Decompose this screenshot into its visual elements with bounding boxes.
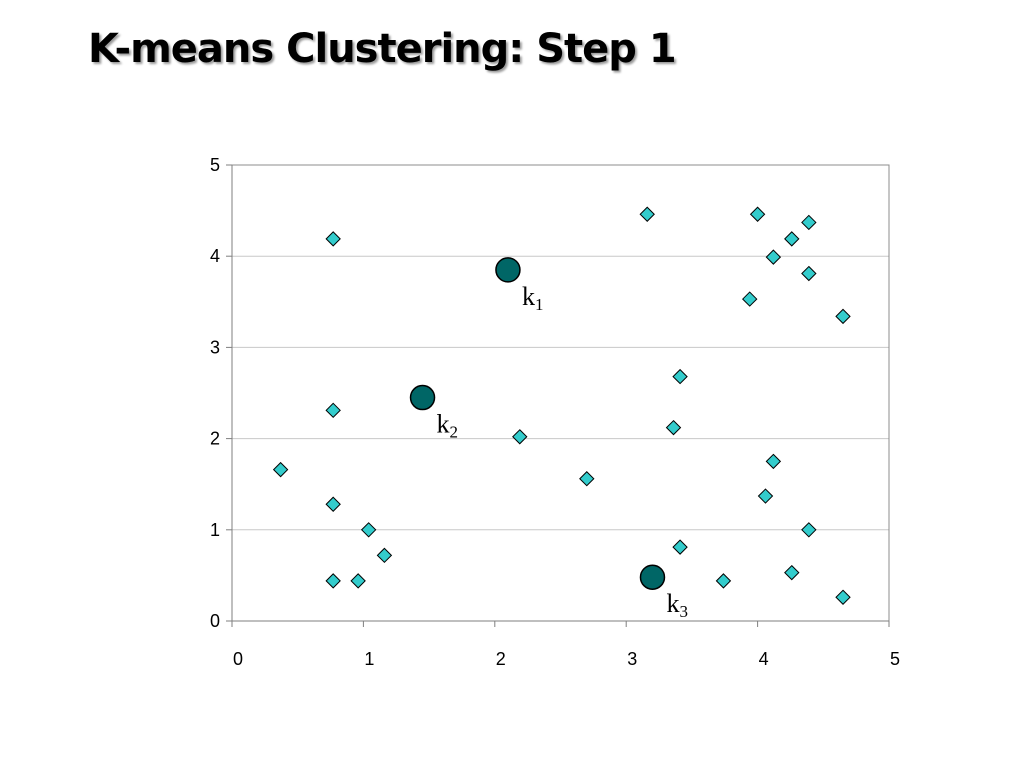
data-point (639, 206, 655, 222)
data-point (672, 539, 688, 555)
x-tick-label: 1 (364, 649, 374, 669)
data-point (376, 547, 393, 564)
centroid-label-base: k (522, 282, 535, 311)
centroid-label: k3 (666, 589, 688, 621)
data-point (325, 231, 341, 247)
x-tick-label: 2 (496, 649, 506, 669)
data-point (325, 402, 341, 419)
data-point (765, 453, 782, 470)
data-point (801, 265, 817, 282)
data-point (579, 471, 595, 487)
centroid-label-subscript: 2 (450, 423, 459, 442)
data-point (835, 308, 851, 325)
centroid-label-subscript: 3 (679, 602, 688, 621)
data-point (801, 214, 817, 231)
data-point (835, 589, 851, 605)
data-point (757, 488, 774, 504)
data-point (749, 206, 766, 222)
data-point (672, 368, 688, 385)
data-point (784, 231, 800, 247)
y-tick-label: 2 (210, 429, 220, 449)
centroid-label-base: k (437, 410, 450, 439)
gridlines (232, 255, 889, 531)
slide-title: K-means Clustering: Step 1 (88, 26, 677, 72)
data-point (272, 461, 289, 478)
x-axis-ticks: 0 1 2 3 4 5 (231, 621, 900, 669)
centroid-label-subscript: 1 (535, 295, 544, 314)
centroid-label-base: k (666, 589, 679, 618)
data-point (715, 573, 732, 589)
centroid-marker (639, 564, 666, 590)
data-point (325, 573, 341, 589)
centroid-marker (409, 384, 436, 411)
y-tick-label: 3 (210, 337, 220, 357)
x-tick-label: 0 (233, 649, 243, 669)
y-tick-label: 1 (210, 520, 220, 540)
data-point (360, 522, 377, 538)
y-axis-ticks: 0 1 2 3 4 5 (210, 155, 232, 631)
data-point (512, 429, 528, 445)
data-point (801, 522, 817, 538)
y-tick-label: 5 (210, 155, 220, 175)
data-points (272, 206, 851, 605)
x-tick-label: 5 (890, 649, 900, 669)
data-point (350, 573, 366, 589)
data-point (325, 496, 341, 512)
data-point (665, 419, 682, 436)
data-point (784, 564, 800, 581)
data-point (765, 249, 782, 265)
y-tick-label: 0 (210, 611, 220, 631)
centroid-label: k1 (522, 282, 544, 314)
centroid-label: k2 (437, 410, 459, 442)
y-tick-label: 4 (210, 246, 220, 266)
x-tick-label: 4 (759, 649, 769, 669)
x-tick-label: 3 (627, 649, 637, 669)
centroid-marker (495, 257, 521, 283)
data-point (742, 291, 758, 307)
